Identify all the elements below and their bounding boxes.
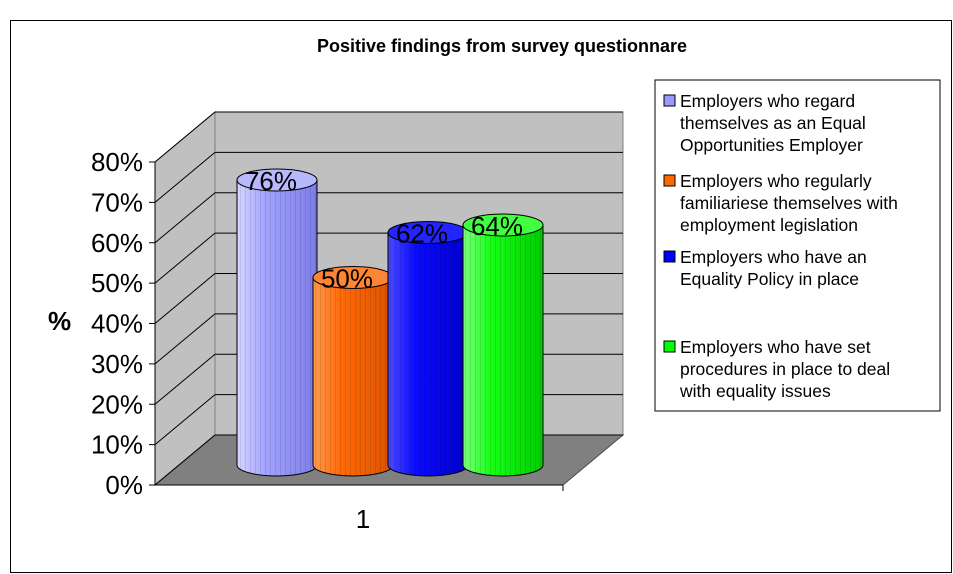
legend-swatch [663,94,676,107]
data-label: 62% [396,219,448,249]
bar-texture [237,180,317,476]
data-label: 50% [321,264,373,294]
bar-3: 62% [387,219,469,477]
bar-top [462,213,544,237]
y-tick-label: 10% [91,430,143,460]
grid-line-side [154,273,216,324]
bars: 76% 50% 62% 64% [236,166,544,477]
chart-title: Positive findings from survey questionna… [317,36,687,56]
legend-label: Equality Policy in place [680,269,859,289]
legend-swatch [663,250,676,263]
bar-1: 76% [236,166,318,477]
legend-box [654,79,941,412]
grid-line-side [154,192,216,244]
bar-top [236,168,318,192]
legend-label: employment legislation [680,215,858,235]
y-tick-label: 20% [91,389,143,419]
data-label: 64% [471,211,523,241]
category-label: 1 [356,504,370,534]
bar-texture [463,225,543,476]
grid-line-side [154,434,216,486]
legend-swatch [663,340,676,353]
legend-label: with equality issues [679,381,831,401]
grid-line-side [154,394,216,446]
legend-label: Employers who have an [680,247,867,267]
legend-label: Employers who regard [680,91,855,111]
y-tick-label: 80% [91,147,143,177]
grid-line-side [154,232,216,284]
y-tick-label: 40% [91,309,143,339]
y-tick-label: 30% [91,349,143,379]
legend-label: themselves as an Equal [680,113,866,133]
bar-texture [313,277,393,476]
grid-line-side [154,313,216,365]
y-axis-ticks: 0% 10% 20% 30% 40% 50% 60% 70% 80% [91,147,564,500]
data-label: 76% [245,166,297,196]
legend-label: Employers who regularly [680,171,872,191]
y-tick-label: 50% [91,268,143,298]
grid-line-side [154,111,216,163]
y-tick-label: 0% [105,470,143,500]
bar-2: 50% [312,264,394,477]
grid-line-side [154,353,216,405]
bar-texture [388,232,468,476]
y-tick-label: 60% [91,228,143,258]
grid-line-side [154,151,216,203]
y-tick-label: 70% [91,187,143,217]
legend-label: Employers who have set [680,337,871,357]
y-axis-label: % [48,306,71,336]
bar-4: 64% [462,211,544,477]
legend-label: familiariese themselves with [680,193,898,213]
legend-label: procedures in place to deal [680,359,890,379]
legend-label: Opportunities Employer [680,135,863,155]
legend-swatch [663,174,676,187]
